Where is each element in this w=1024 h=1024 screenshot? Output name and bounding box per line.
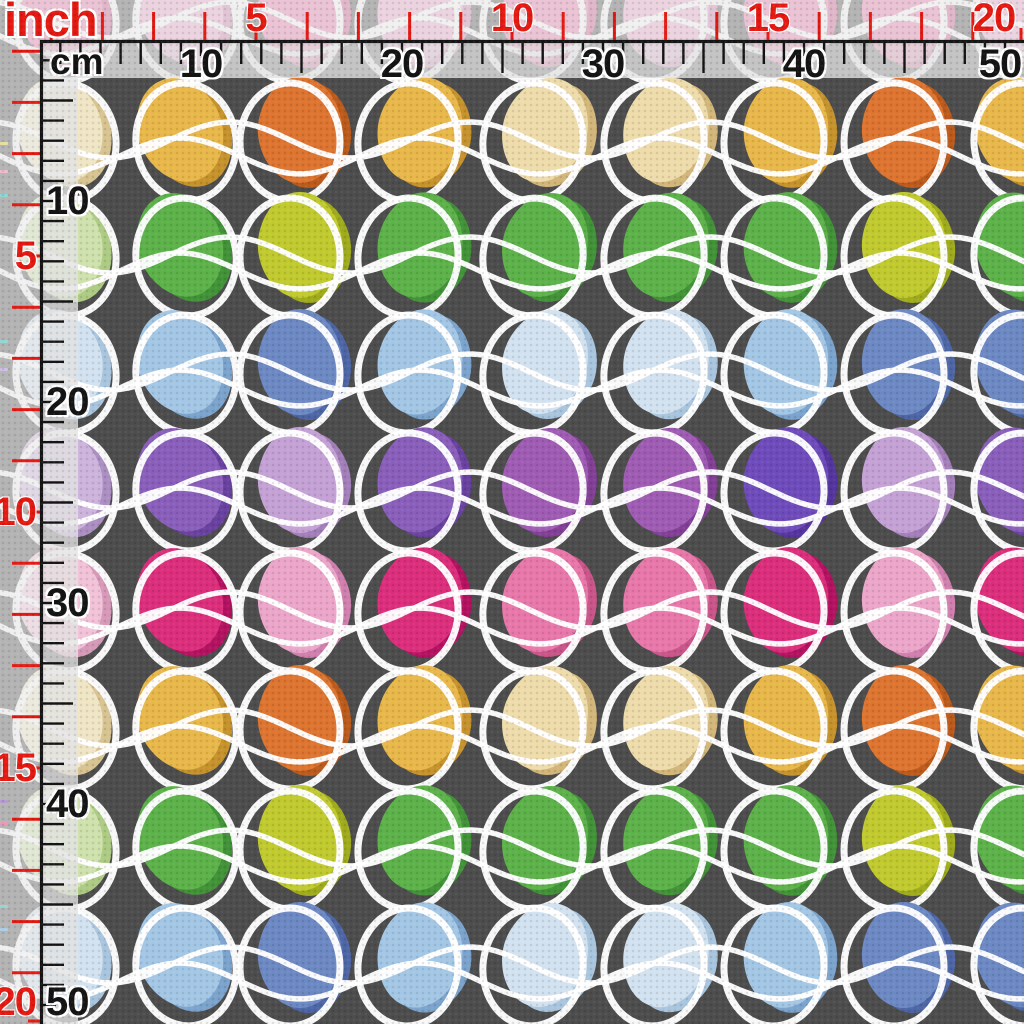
egg [257,427,343,533]
left-inch-number: 10 [0,490,37,534]
selvedge-mark [0,340,8,343]
top-cm-number: 50 [978,42,1022,86]
egg-ring [970,429,1024,555]
top-cm-number: 20 [380,42,424,86]
selvedge-mark [0,928,8,931]
egg-ring [970,311,1024,437]
left-inch-number: 20 [0,980,37,1024]
egg-ring [132,904,240,1024]
egg [257,309,343,415]
egg-ring [970,549,1024,675]
egg [861,902,947,1008]
selvedge-mark [0,170,8,173]
egg [257,192,343,298]
egg-ring [354,904,462,1024]
egg [257,77,343,183]
egg [861,785,947,891]
egg [136,903,224,1007]
top-cm-number: 40 [782,42,826,86]
egg [377,192,463,298]
egg [136,78,224,182]
egg [861,547,947,653]
egg [136,548,224,652]
egg-ring [970,194,1024,320]
egg-row-orange [0,665,1024,793]
egg [975,309,1024,415]
egg-ring [970,79,1024,205]
top-cm-number: 10 [179,42,223,86]
egg [136,428,224,532]
egg [975,902,1024,1008]
top-cm-number: 30 [581,42,625,86]
egg [975,785,1024,891]
left-inch-number: 15 [0,746,37,790]
selvedge-mark [0,905,8,908]
egg [136,786,224,890]
egg [975,665,1024,771]
egg [861,665,947,771]
left-cm-ruler-band [40,78,78,1024]
egg [861,77,947,183]
selvedge-mark [0,822,8,825]
egg [257,785,343,891]
egg-ring [720,904,828,1024]
left-cm-number: 10 [46,179,89,223]
egg [136,310,224,414]
egg [377,665,463,771]
egg [257,665,343,771]
egg [377,785,463,891]
egg-ring [600,904,708,1024]
left-cm-number: 30 [46,581,89,625]
egg [377,902,463,1008]
top-inch-number: 5 [245,0,267,40]
top-inch-number: 20 [972,0,1016,40]
inch-unit-label: inch [4,0,98,46]
top-inch-number: 10 [490,0,534,40]
left-cm-number: 50 [46,980,89,1024]
egg-row-pink [0,547,1024,675]
egg [377,77,463,183]
egg [136,666,224,770]
left-cm-number: 20 [46,380,89,424]
selvedge-mark [0,368,8,371]
top-cm-ruler-band [40,40,1024,78]
egg [377,309,463,415]
top-inch-number: 15 [746,0,790,40]
egg-row-blue [0,309,1024,437]
egg-ring [970,904,1024,1024]
egg-ring [132,429,240,555]
egg [257,902,343,1008]
selvedge-mark [0,142,8,145]
egg [377,427,463,533]
egg [975,547,1024,653]
egg [861,192,947,298]
egg [136,193,224,297]
egg-ring [840,904,948,1024]
egg [377,547,463,653]
cm-unit-label: cm [50,41,104,82]
egg [257,547,343,653]
selvedge-mark [0,194,8,197]
egg-row-purple [0,427,1024,555]
selvedge-mark [0,800,8,803]
left-cm-number: 40 [46,782,89,826]
egg [975,77,1024,183]
egg-ring [970,787,1024,913]
egg-ring [236,904,344,1024]
egg [861,309,947,415]
egg-ring [132,667,240,793]
egg-ring [970,667,1024,793]
egg-ring [479,904,587,1024]
egg [861,427,947,533]
egg [975,427,1024,533]
left-inch-number: 5 [14,234,37,278]
egg [975,192,1024,298]
